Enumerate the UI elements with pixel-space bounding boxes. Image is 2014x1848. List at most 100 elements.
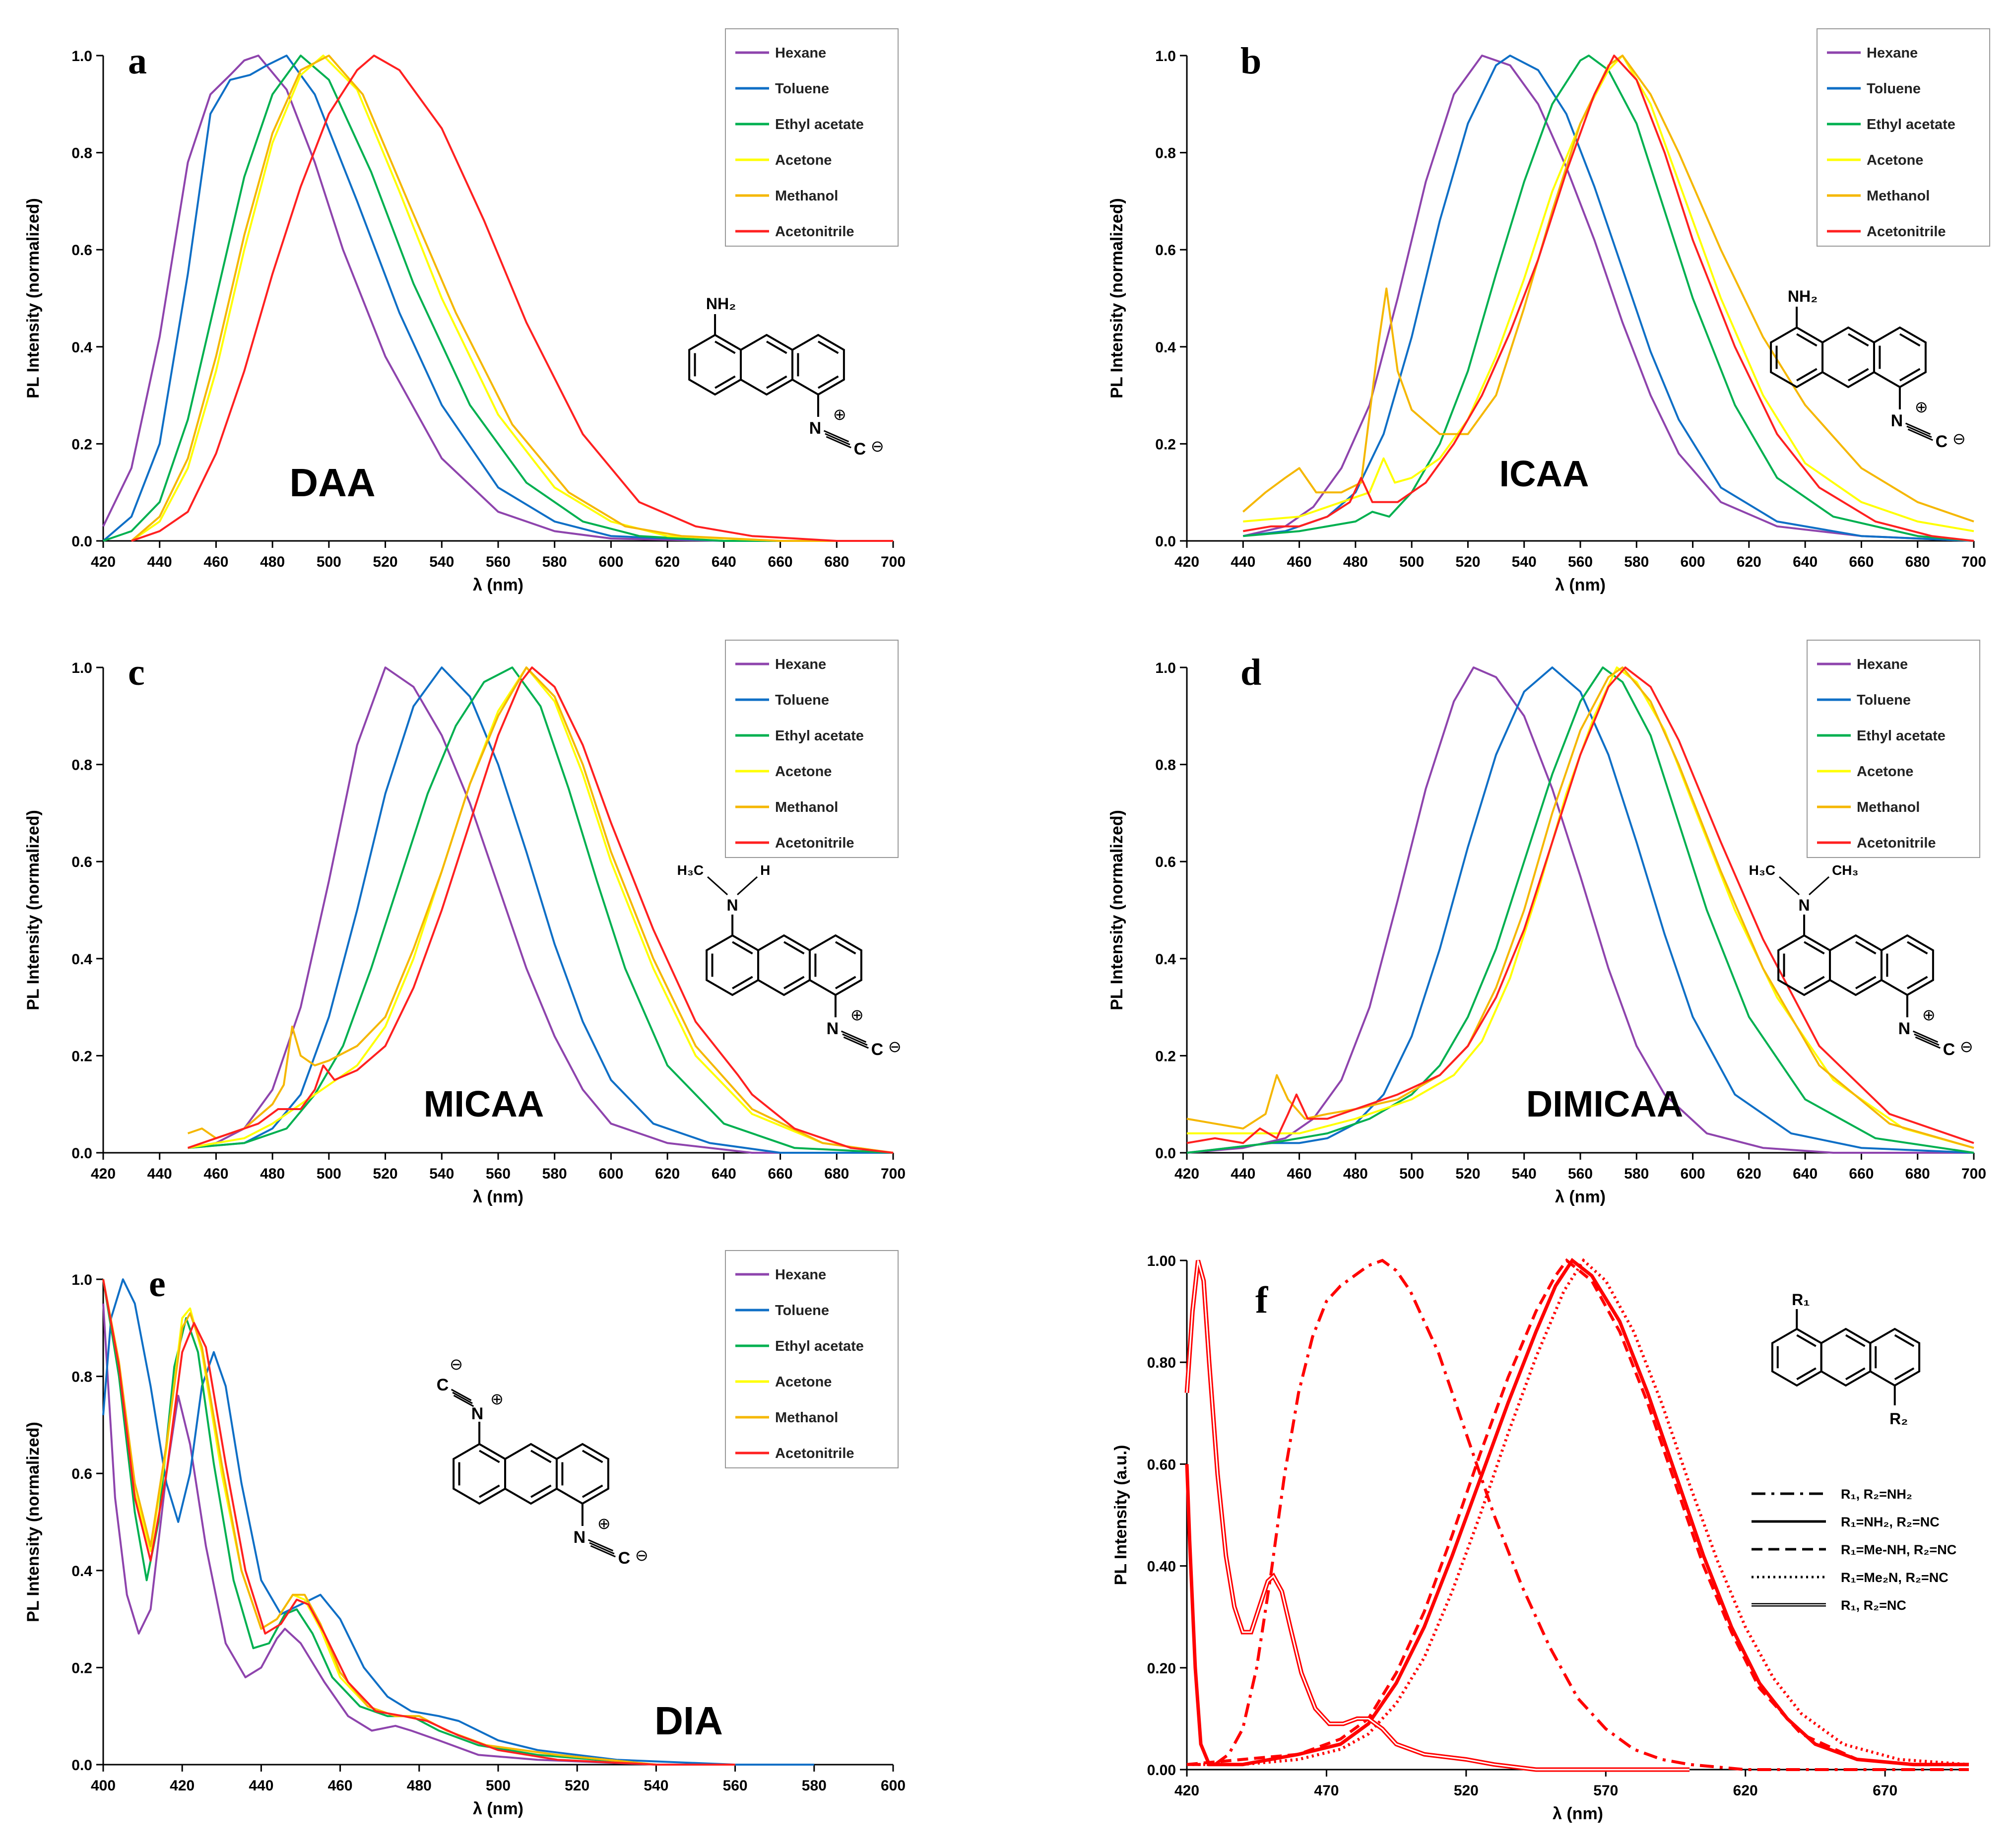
x-tick-label: 460 bbox=[203, 1166, 228, 1182]
double-bond bbox=[1845, 1334, 1866, 1347]
legend-label: Methanol bbox=[775, 799, 838, 815]
ring-1 bbox=[740, 333, 793, 396]
x-tick-label: 480 bbox=[260, 554, 285, 570]
triple-bond bbox=[823, 430, 849, 443]
x-tick-label: 540 bbox=[1512, 1166, 1537, 1182]
x-tick-label: 560 bbox=[1568, 1166, 1593, 1182]
y-tick-label: 0.60 bbox=[1147, 1456, 1176, 1473]
amine-group: N H₃C CH₃ bbox=[1749, 862, 1858, 935]
legend-label: Toluene bbox=[775, 692, 829, 708]
x-tick-label: 620 bbox=[655, 554, 680, 570]
ring-2 bbox=[555, 1443, 609, 1505]
series-line-hexane bbox=[1242, 55, 1974, 542]
legend-label: R₁=NH₂, R₂=NC bbox=[1841, 1515, 1940, 1529]
x-tick-label: 520 bbox=[373, 554, 398, 570]
y-tick-label: 1.0 bbox=[71, 660, 92, 676]
triple-bond bbox=[452, 1391, 473, 1404]
legend-label: Acetone bbox=[775, 764, 832, 780]
y-axis-label: PL Intensity (a.u.) bbox=[1111, 1445, 1130, 1585]
y-tick-label: 0.2 bbox=[1155, 436, 1176, 453]
x-tick-label: 680 bbox=[824, 1166, 849, 1182]
x-tick-label: 500 bbox=[1399, 1166, 1424, 1182]
ring-0 bbox=[688, 333, 742, 396]
x-tick-label: 520 bbox=[1455, 1166, 1480, 1182]
series-line-toluene bbox=[188, 666, 893, 1154]
double-bond bbox=[1845, 1367, 1866, 1381]
series-line-acetone bbox=[1243, 55, 1974, 532]
series-line-hexane bbox=[102, 1303, 735, 1766]
double-bond bbox=[783, 941, 805, 955]
series-line-dashed bbox=[1186, 1258, 1969, 1766]
x-axis-label: λ (nm) bbox=[473, 1799, 523, 1818]
atom-n: N bbox=[1898, 1019, 1911, 1038]
double-bond bbox=[1906, 941, 1928, 955]
chart-panel-f: 420 470 520 570 620 670 0.00 0.20 0.40 0.60 0.80 1.… bbox=[1111, 1253, 1969, 1823]
triple-bond bbox=[1912, 1030, 1939, 1043]
legend-label: R₁=Me₂N, R₂=NC bbox=[1841, 1570, 1949, 1585]
x-tick-label: 680 bbox=[1905, 554, 1930, 570]
x-tick-label: 560 bbox=[723, 1778, 748, 1794]
ring-0 bbox=[1770, 326, 1824, 389]
x-tick-label: 600 bbox=[881, 1778, 906, 1794]
x-tick-label: 420 bbox=[91, 554, 116, 570]
atom-c: C bbox=[854, 440, 866, 459]
bond bbox=[737, 876, 758, 896]
series-line-ethyl-acetate bbox=[1186, 666, 1974, 1154]
atom-c: C bbox=[437, 1376, 449, 1394]
y-tick-label: 0.6 bbox=[1155, 242, 1176, 259]
ring-1 bbox=[1820, 1327, 1872, 1387]
double-bond bbox=[1855, 941, 1877, 955]
amine-group: NH₂ bbox=[1788, 287, 1818, 328]
series-line-hexane bbox=[102, 55, 893, 542]
double-bond bbox=[1848, 368, 1869, 382]
y-tick-label: 0.4 bbox=[1155, 951, 1176, 968]
x-tick-label: 520 bbox=[373, 1166, 398, 1182]
atom-h3c: H₃C bbox=[677, 862, 704, 878]
x-tick-label: 580 bbox=[802, 1778, 827, 1794]
x-tick-label: 680 bbox=[1905, 1166, 1930, 1182]
series-line-hexane bbox=[188, 666, 893, 1154]
y-tick-label: 1.0 bbox=[1155, 660, 1176, 676]
y-tick-label: 0.40 bbox=[1147, 1559, 1176, 1575]
charge-minus: ⊖ bbox=[450, 1355, 463, 1373]
x-axis-label: λ (nm) bbox=[1553, 1804, 1603, 1823]
charge-plus: ⊕ bbox=[850, 1006, 864, 1024]
x-tick-label: 500 bbox=[486, 1778, 511, 1794]
x-tick-label: 700 bbox=[881, 1166, 906, 1182]
x-tick-label: 540 bbox=[644, 1778, 668, 1794]
y-tick-label: 0.4 bbox=[71, 1563, 92, 1580]
x-tick-label: 480 bbox=[260, 1166, 285, 1182]
double-bond bbox=[1848, 333, 1869, 347]
anthracene-structure bbox=[1771, 1327, 1921, 1387]
atom-h: H bbox=[760, 862, 770, 878]
x-tick-label: 440 bbox=[1231, 1166, 1255, 1182]
x-tick-label: 700 bbox=[1961, 554, 1986, 570]
double-bond bbox=[1894, 1334, 1915, 1347]
bond bbox=[707, 876, 728, 896]
legend-box bbox=[1807, 640, 1980, 858]
double-bond bbox=[1899, 333, 1921, 347]
ring-0 bbox=[1771, 1327, 1822, 1387]
legend-label: Toluene bbox=[775, 1303, 829, 1319]
double-bond bbox=[817, 375, 839, 389]
series-line-solid bbox=[1185, 1257, 1969, 1767]
triple-bond bbox=[587, 1539, 614, 1552]
charge-plus: ⊕ bbox=[833, 405, 846, 423]
x-tick-label: 440 bbox=[1231, 554, 1255, 570]
compound-name: MICAA bbox=[424, 1083, 544, 1124]
x-tick-label: 580 bbox=[542, 554, 567, 570]
y-tick-label: 0.2 bbox=[1155, 1048, 1176, 1064]
x-tick-label: 700 bbox=[881, 554, 906, 570]
y-tick-label: 0.4 bbox=[71, 339, 92, 356]
y-tick-label: 0.8 bbox=[1155, 757, 1176, 774]
series-line-dia-outer bbox=[1184, 1259, 1690, 1772]
atom-n: N bbox=[471, 1404, 484, 1423]
y-tick-label: 0.4 bbox=[1155, 339, 1176, 356]
double-bond bbox=[1804, 976, 1825, 990]
ring-1 bbox=[1821, 326, 1875, 389]
y-axis-label: PL Intensity (normalized) bbox=[24, 1422, 43, 1622]
ring-1 bbox=[504, 1443, 558, 1505]
y-tick-label: 0.6 bbox=[71, 242, 92, 259]
x-tick-label: 460 bbox=[203, 554, 228, 570]
x-tick-label: 670 bbox=[1873, 1782, 1897, 1799]
